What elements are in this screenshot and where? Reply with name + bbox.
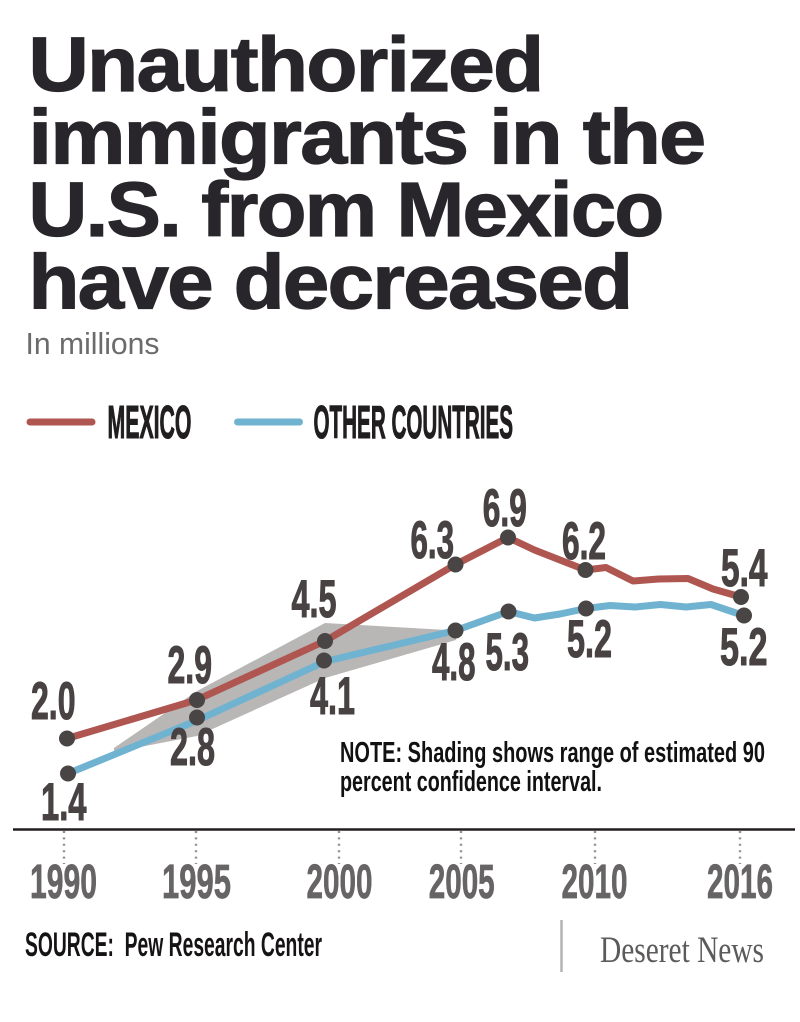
svg-text:6.9: 6.9: [483, 479, 527, 538]
svg-text:6.3: 6.3: [411, 511, 455, 570]
svg-text:4.8: 4.8: [432, 633, 476, 692]
svg-text:5.3: 5.3: [486, 623, 530, 682]
svg-text:NOTE: Shading shows range of e: NOTE: Shading shows range of estimated 9…: [340, 737, 765, 769]
svg-text:OTHER COUNTRIES: OTHER COUNTRIES: [314, 396, 514, 448]
svg-text:2.0: 2.0: [31, 672, 76, 731]
svg-text:1.4: 1.4: [41, 773, 87, 832]
svg-text:5.2: 5.2: [567, 610, 612, 669]
svg-text:immigrants in the: immigrants in the: [29, 95, 705, 181]
svg-text:U.S. from Mexico: U.S. from Mexico: [29, 167, 663, 253]
svg-text:2005: 2005: [429, 855, 495, 909]
svg-text:5.2: 5.2: [720, 618, 768, 677]
svg-text:2000: 2000: [307, 855, 373, 909]
svg-text:2010: 2010: [562, 855, 628, 909]
svg-text:Unauthorized: Unauthorized: [29, 22, 543, 108]
svg-text:have decreased: have decreased: [29, 240, 632, 326]
svg-text:4.1: 4.1: [310, 667, 355, 726]
svg-text:Deseret News: Deseret News: [600, 929, 764, 970]
svg-text:6.2: 6.2: [562, 512, 606, 571]
svg-text:percent confidence interval.: percent confidence interval.: [340, 766, 602, 798]
svg-text:SOURCE: Pew Research Center: SOURCE: Pew Research Center: [25, 926, 322, 964]
svg-text:1990: 1990: [30, 855, 97, 909]
svg-text:MEXICO: MEXICO: [108, 396, 192, 448]
svg-text:In millions: In millions: [26, 326, 160, 361]
svg-text:4.5: 4.5: [292, 570, 337, 629]
svg-text:2.8: 2.8: [170, 718, 215, 777]
svg-text:2016: 2016: [707, 855, 773, 909]
svg-text:1995: 1995: [162, 855, 231, 909]
svg-text:2.9: 2.9: [168, 636, 213, 695]
svg-text:5.4: 5.4: [721, 539, 768, 598]
